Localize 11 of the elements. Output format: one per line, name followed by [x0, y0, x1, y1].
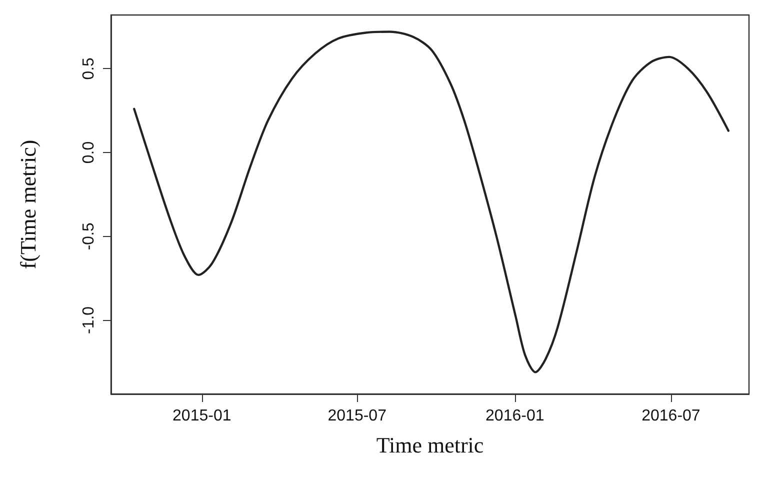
y-tick-label: -1.0 — [80, 306, 98, 334]
x-tick-label: 2015-07 — [328, 408, 387, 424]
y-tick-label: -0.5 — [80, 222, 98, 250]
x-tick-label: 2016-07 — [642, 408, 700, 424]
x-tick-label: 2015-01 — [172, 408, 232, 424]
line-series — [133, 30, 730, 374]
y-tick-label: 0.0 — [80, 141, 98, 164]
x-axis-title: Time metric — [376, 432, 484, 458]
y-tick-label: 0.5 — [80, 57, 98, 80]
x-tick-label: 2016-01 — [486, 408, 544, 424]
y-axis-title: f(Time metric) — [16, 140, 40, 270]
